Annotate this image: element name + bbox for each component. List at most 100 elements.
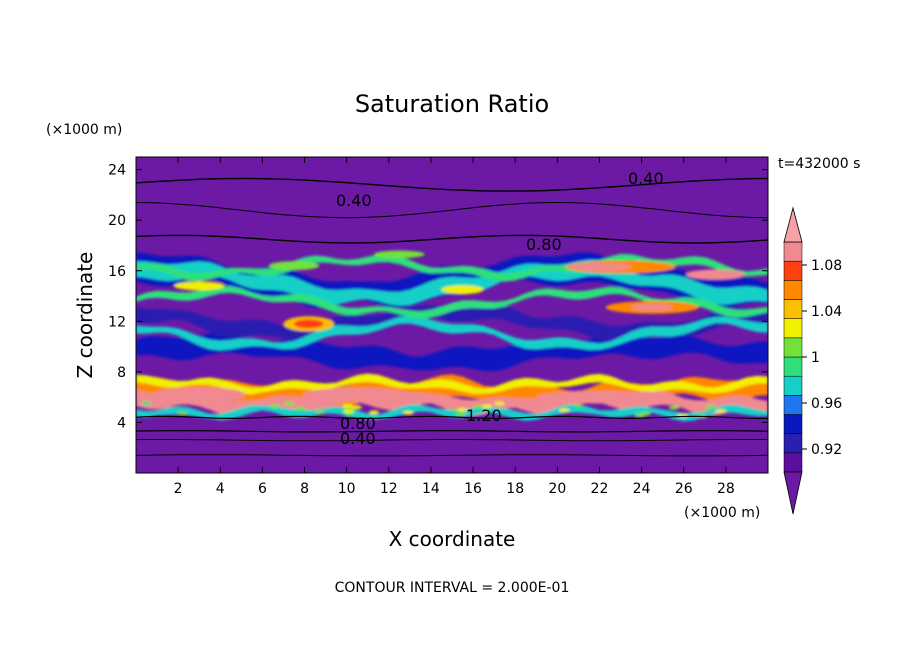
contour-label: 1.20 <box>466 406 502 425</box>
colorbar-segment <box>783 356 803 377</box>
colorbar-segment <box>783 395 803 415</box>
field-blob <box>344 413 355 417</box>
contour-line <box>136 201 768 219</box>
x-axis: 2 4 6 8 10 12 14 16 18 20 22 24 26 28 <box>174 157 735 497</box>
colorbar-segment <box>783 241 803 262</box>
contour-line <box>136 430 768 433</box>
field-blob <box>314 409 326 414</box>
colorbar-segment <box>783 318 803 339</box>
y-tick-label: 24 <box>108 163 126 179</box>
colorbar-segment <box>783 414 803 434</box>
x-tick-label: 16 <box>464 481 482 497</box>
contour-line <box>136 439 768 442</box>
field-band <box>136 302 768 343</box>
field-band <box>136 373 768 395</box>
contour-labels: 0.40 0.40 0.80 1.20 0.80 0.40 <box>336 169 664 448</box>
colorbar-tick-label: 1.08 <box>811 258 842 274</box>
x-tick-label: 26 <box>675 481 693 497</box>
y-tick-label: 16 <box>108 264 126 280</box>
field-blob <box>173 281 225 291</box>
colorbar-segment <box>783 375 803 396</box>
contour-lines <box>136 177 768 457</box>
x-tick-label: 20 <box>548 481 566 497</box>
field-blob <box>494 401 505 406</box>
field-blob <box>342 404 353 408</box>
field-blob <box>631 304 674 311</box>
contour-line <box>136 177 768 192</box>
field-blob <box>472 405 484 409</box>
x-tick-label: 10 <box>338 481 356 497</box>
field-blob <box>536 390 663 404</box>
field-blob <box>177 411 188 416</box>
x-tick-label: 12 <box>380 481 398 497</box>
field-blob <box>294 406 306 411</box>
x-unit-label: (×1000 m) <box>684 505 760 521</box>
field-blob <box>573 404 585 409</box>
contour-label: 0.80 <box>526 235 562 254</box>
colorbar-under-arrow <box>783 471 803 515</box>
field-blob <box>141 401 152 406</box>
colorbar-segment <box>783 452 803 473</box>
field-blob <box>705 405 716 409</box>
colorbar-tick-label: 0.96 <box>811 396 842 412</box>
colorbar-segment <box>783 299 803 319</box>
field-blob <box>567 263 632 271</box>
x-tick-label: 6 <box>258 481 267 497</box>
field-blob <box>351 405 363 410</box>
x-tick-label: 18 <box>506 481 524 497</box>
contour-line <box>136 234 768 244</box>
saturation-field <box>136 250 768 422</box>
x-tick-label: 4 <box>216 481 225 497</box>
plot-frame <box>135 156 769 474</box>
field-blob <box>456 407 468 412</box>
colorbar-segment <box>783 433 803 454</box>
field-blob <box>715 409 726 414</box>
field-blob <box>283 401 295 406</box>
plot-area <box>136 157 768 473</box>
x-tick-label: 22 <box>591 481 609 497</box>
y-axis-label: Z coordinate <box>73 252 97 379</box>
field-blob <box>268 261 320 271</box>
contour-label: 0.40 <box>340 429 376 448</box>
contour-interval-note: CONTOUR INTERVAL = 2.000E-01 <box>335 580 570 596</box>
y-tick-label: 20 <box>108 213 126 229</box>
contour-label: 0.40 <box>336 191 372 210</box>
y-unit-label: (×1000 m) <box>46 122 122 138</box>
field-blob <box>668 405 680 410</box>
colorbar-segment <box>783 280 803 300</box>
colorbar-tick-label: 0.92 <box>811 442 842 458</box>
field-blob <box>481 404 493 409</box>
field-blob <box>559 408 570 413</box>
field-blob <box>343 409 354 414</box>
colorbar-segment <box>783 260 803 281</box>
colorbar-segment <box>783 337 803 358</box>
y-axis: 4 8 12 16 20 24 <box>108 163 768 431</box>
chart-title: Saturation Ratio <box>355 90 549 118</box>
field-blob <box>269 404 281 409</box>
contour-label: 0.80 <box>340 414 376 433</box>
y-tick-label: 12 <box>108 314 126 330</box>
contour-line <box>136 415 768 420</box>
x-tick-label: 24 <box>633 481 651 497</box>
contour-line <box>136 454 768 457</box>
x-tick-label: 28 <box>717 481 735 497</box>
field-band <box>136 315 768 351</box>
colorbar: 0.92 0.96 1 1.04 1.08 <box>783 206 842 515</box>
field-blob <box>685 269 745 280</box>
x-tick-label: 8 <box>300 481 309 497</box>
field-blob <box>441 285 484 295</box>
y-tick-label: 4 <box>117 415 126 431</box>
field-band <box>136 404 768 422</box>
colorbar-over-arrow <box>783 206 803 243</box>
field-blob <box>455 412 467 417</box>
field-blob <box>374 250 425 259</box>
field-blob <box>302 387 412 402</box>
field-blob <box>294 319 324 329</box>
y-tick-label: 8 <box>117 365 126 381</box>
field-blob <box>368 410 380 415</box>
colorbar-tick-label: 1 <box>811 350 820 366</box>
colorbar-tick-label: 1.04 <box>811 304 842 320</box>
field-blob <box>634 413 646 418</box>
time-label: t=432000 s <box>778 156 860 172</box>
